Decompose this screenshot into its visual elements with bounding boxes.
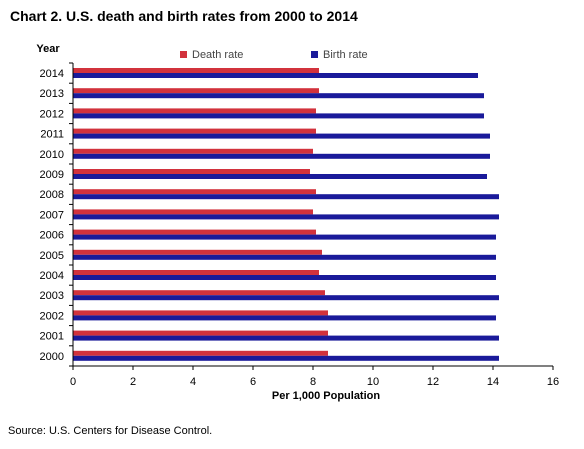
- x-tick-label-16: 16: [547, 376, 559, 388]
- bar-birth-rate-2004: [73, 275, 496, 280]
- y-tick-label-2004: 2004: [40, 270, 64, 282]
- x-tick-label-6: 6: [250, 376, 256, 388]
- bar-birth-rate-2005: [73, 254, 496, 260]
- legend-label-birth-rate: Birth rate: [323, 49, 368, 61]
- bar-birth-rate-2007: [73, 214, 499, 220]
- bar-birth-rate-2010: [73, 153, 490, 159]
- bar-birth-rate-2000: [73, 355, 499, 361]
- y-axis-title: Year: [36, 43, 60, 55]
- bar-death-rate-2013: [73, 88, 319, 94]
- y-tick-label-2001: 2001: [40, 331, 64, 343]
- bar-death-rate-2000: [73, 350, 328, 356]
- y-tick-label-2005: 2005: [40, 250, 64, 262]
- bar-death-rate-2008: [73, 189, 316, 195]
- y-tick-label-2012: 2012: [40, 108, 64, 120]
- bar-death-rate-2012: [73, 108, 316, 114]
- x-tick-label-10: 10: [367, 376, 379, 388]
- legend-swatch-death-rate: [180, 51, 187, 58]
- y-tick-label-2009: 2009: [40, 169, 64, 181]
- legend-label-death-rate: Death rate: [192, 49, 243, 61]
- bar-birth-rate-2006: [73, 234, 496, 240]
- bar-death-rate-2004: [73, 270, 319, 275]
- bar-death-rate-2010: [73, 148, 313, 154]
- bar-death-rate-2001: [73, 330, 328, 336]
- y-tick-label-2010: 2010: [40, 149, 64, 161]
- y-tick-label-2006: 2006: [40, 230, 64, 242]
- y-tick-label-2008: 2008: [40, 189, 64, 201]
- x-axis-title: Per 1,000 Population: [272, 390, 380, 402]
- bar-death-rate-2003: [73, 290, 325, 296]
- bar-birth-rate-2003: [73, 295, 499, 301]
- bar-death-rate-2011: [73, 128, 316, 134]
- x-tick-label-8: 8: [310, 376, 316, 388]
- bar-birth-rate-2012: [73, 113, 484, 119]
- bar-death-rate-2006: [73, 229, 316, 235]
- source-note: Source: U.S. Centers for Disease Control…: [8, 425, 213, 437]
- bar-birth-rate-2002: [73, 315, 496, 321]
- y-tick-label-2013: 2013: [40, 88, 64, 100]
- y-tick-label-2003: 2003: [40, 290, 64, 302]
- y-tick-label-2007: 2007: [40, 209, 64, 221]
- bar-birth-rate-2001: [73, 335, 499, 341]
- bar-birth-rate-2008: [73, 194, 499, 200]
- bar-birth-rate-2009: [73, 174, 487, 179]
- x-tick-label-12: 12: [427, 376, 439, 388]
- x-tick-label-2: 2: [130, 376, 136, 388]
- bar-birth-rate-2013: [73, 93, 484, 99]
- x-tick-label-14: 14: [487, 376, 499, 388]
- chart-title: Chart 2. U.S. death and birth rates from…: [10, 8, 358, 24]
- y-tick-label-2000: 2000: [40, 351, 64, 363]
- x-tick-label-4: 4: [190, 376, 196, 388]
- bar-death-rate-2014: [73, 68, 319, 73]
- bar-birth-rate-2014: [73, 73, 478, 78]
- bar-death-rate-2009: [73, 169, 310, 174]
- bar-death-rate-2002: [73, 310, 328, 316]
- bar-birth-rate-2011: [73, 133, 490, 139]
- bar-death-rate-2005: [73, 249, 322, 255]
- y-tick-label-2011: 2011: [40, 129, 64, 141]
- y-tick-label-2002: 2002: [40, 310, 64, 322]
- bar-death-rate-2007: [73, 209, 313, 215]
- x-tick-label-0: 0: [70, 376, 76, 388]
- legend-swatch-birth-rate: [311, 51, 318, 58]
- y-tick-label-2014: 2014: [40, 68, 64, 80]
